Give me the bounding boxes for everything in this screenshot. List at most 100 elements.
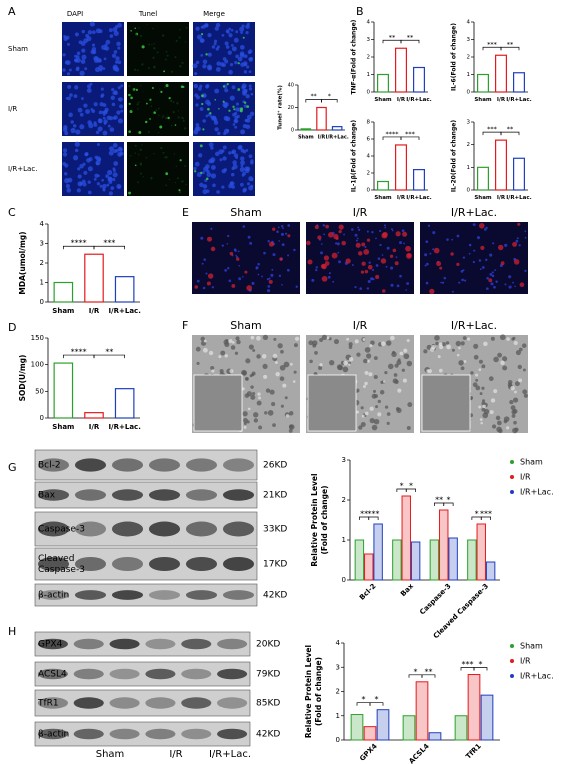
blot-strip [34, 481, 258, 509]
micrograph-texture [461, 278, 464, 282]
micrograph-texture [135, 88, 138, 91]
micrograph-texture [315, 266, 318, 269]
bar [53, 281, 74, 303]
micrograph-texture [241, 24, 245, 28]
y-axis-label: IL-20(Fold of change) [451, 120, 458, 192]
micrograph-texture [244, 270, 248, 274]
micrograph-texture [164, 86, 166, 89]
y-axis-label: Tunel⁺ rate(%) [277, 85, 284, 130]
micrograph-texture [81, 179, 86, 184]
micrograph-texture [210, 165, 216, 170]
micrograph-texture [207, 52, 212, 57]
micrograph-texture [79, 112, 84, 117]
micrograph-texture [149, 118, 151, 120]
micrograph-texture [248, 84, 252, 88]
micrograph-texture [506, 426, 510, 430]
micrograph-texture [234, 249, 237, 252]
micrograph-texture [111, 53, 117, 58]
legend-marker [510, 644, 514, 648]
micrograph-texture [326, 336, 330, 340]
micrograph-texture [478, 223, 485, 229]
micrograph-texture [257, 392, 261, 396]
micrograph-texture [268, 279, 273, 284]
micrograph-texture [133, 68, 137, 71]
micrograph-texture [221, 33, 225, 37]
micrograph-texture [235, 102, 240, 106]
micrograph-texture [397, 388, 402, 393]
micrograph-texture [194, 161, 200, 167]
y-tick-label: 0 [467, 90, 471, 96]
micrograph-texture [463, 360, 467, 363]
micrograph-texture [277, 226, 280, 229]
micrograph-texture [116, 41, 121, 47]
micrograph-texture [202, 24, 206, 29]
blot-band [148, 590, 181, 600]
micrograph-texture [82, 162, 86, 166]
micrograph-texture [279, 364, 286, 371]
micrograph-texture [499, 334, 506, 341]
micrograph-texture [194, 285, 199, 289]
micrograph-texture [239, 167, 245, 173]
micrograph-texture [87, 30, 93, 35]
micrograph-texture [155, 109, 158, 112]
micrograph-texture [175, 165, 178, 168]
micrograph-texture [492, 242, 495, 245]
micrograph-texture [489, 272, 493, 276]
micrograph-texture [279, 257, 283, 261]
blot-band [145, 697, 176, 709]
significance-label: *** [462, 660, 474, 669]
bar [373, 523, 383, 581]
micrograph-texture [456, 353, 460, 357]
legend-label: I/R+Lac. [520, 672, 554, 681]
micrograph-texture [384, 370, 388, 375]
micrograph-texture [157, 131, 160, 134]
micrograph-texture [384, 226, 387, 229]
x-tick-label: Sham [374, 195, 392, 201]
micrograph-texture [245, 148, 249, 152]
micrograph-texture [240, 129, 246, 135]
micrograph-texture [327, 232, 334, 238]
micrograph-texture [128, 85, 131, 88]
micrograph-texture [473, 249, 476, 252]
micrograph-texture [283, 361, 290, 368]
micrograph-texture [333, 233, 339, 240]
micrograph-texture [516, 237, 519, 240]
micrograph-texture [202, 119, 206, 123]
micrograph-texture [119, 104, 124, 109]
micrograph-texture [518, 378, 523, 383]
micrograph-texture [263, 251, 266, 255]
micrograph-texture [390, 266, 394, 270]
bar [467, 674, 481, 741]
micrograph-texture [382, 380, 386, 383]
y-tick-label: 4 [40, 220, 45, 228]
y-axis-label: IL-1β(Fold of change) [351, 120, 358, 193]
micrograph-texture [226, 242, 229, 245]
significance-label: **** [386, 130, 400, 138]
micrograph-texture [493, 389, 498, 394]
micrograph-texture [113, 115, 118, 120]
significance-label: ** [105, 348, 113, 357]
micrograph-texture [242, 275, 244, 278]
micrograph-texture [401, 229, 405, 233]
micrograph-texture [508, 285, 512, 289]
column-header: I/R [353, 206, 368, 219]
micrograph-texture [115, 56, 120, 61]
blot-band [109, 668, 140, 680]
micrograph-texture [338, 229, 342, 234]
micrograph-texture [102, 130, 108, 136]
blot-strip [34, 631, 251, 657]
bar [316, 106, 327, 131]
y-tick-label: 2 [467, 55, 471, 61]
y-tick-label: 3 [467, 120, 471, 126]
legend-label: I/R [520, 473, 531, 482]
y-tick-label: 2 [336, 688, 340, 696]
bar [53, 362, 74, 419]
micrograph-texture [446, 344, 451, 350]
micrograph-texture [108, 150, 114, 156]
micrograph-texture [342, 366, 349, 373]
micrograph-texture [230, 28, 234, 32]
micrograph-texture [517, 222, 521, 226]
micrograph-texture [68, 112, 73, 118]
micrograph-texture [370, 340, 375, 346]
micrograph-texture [373, 356, 378, 361]
